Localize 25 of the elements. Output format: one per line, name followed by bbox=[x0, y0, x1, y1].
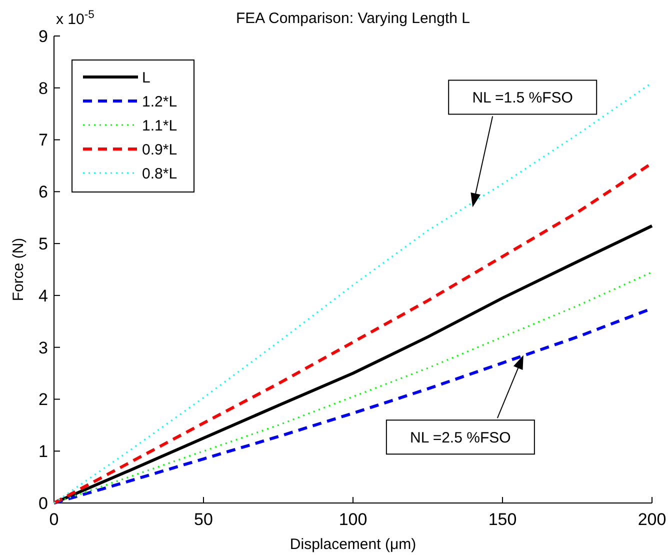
x-tick-label: 50 bbox=[194, 510, 213, 529]
x-tick-label: 150 bbox=[488, 510, 517, 529]
annotation: NL =1.5 %FSO bbox=[472, 89, 573, 106]
y-tick-label: 5 bbox=[38, 234, 48, 254]
y-axis-title: Force (N) bbox=[10, 238, 27, 302]
y-tick-label: 9 bbox=[38, 26, 48, 46]
y-tick-label: 2 bbox=[38, 390, 48, 410]
legend-label: 0.9*L bbox=[142, 141, 178, 158]
legend-label: 1.1*L bbox=[142, 117, 178, 134]
x-tick-label: 100 bbox=[338, 510, 368, 529]
y-tick-label: 7 bbox=[38, 130, 48, 150]
x-tick-label: 200 bbox=[638, 510, 666, 529]
y-tick-label: 6 bbox=[38, 182, 48, 202]
chart-title: FEA Comparison: Varying Length L bbox=[236, 10, 470, 27]
annotation: NL =2.5 %FSO bbox=[410, 429, 511, 446]
y-tick-label: 4 bbox=[38, 286, 48, 306]
y-tick-label: 8 bbox=[38, 78, 48, 98]
legend-label: 0.8*L bbox=[142, 165, 178, 182]
text: x 10$^{-5}$ bbox=[56, 9, 94, 28]
y-tick-label: 0 bbox=[38, 494, 48, 513]
x-axis-title: Displacement (μm) bbox=[290, 536, 416, 553]
y-tick-label: 3 bbox=[38, 338, 48, 358]
y-tick-label: 1 bbox=[38, 442, 48, 462]
legend-label: 1.2*L bbox=[142, 93, 178, 110]
legend-label: L bbox=[142, 69, 150, 86]
